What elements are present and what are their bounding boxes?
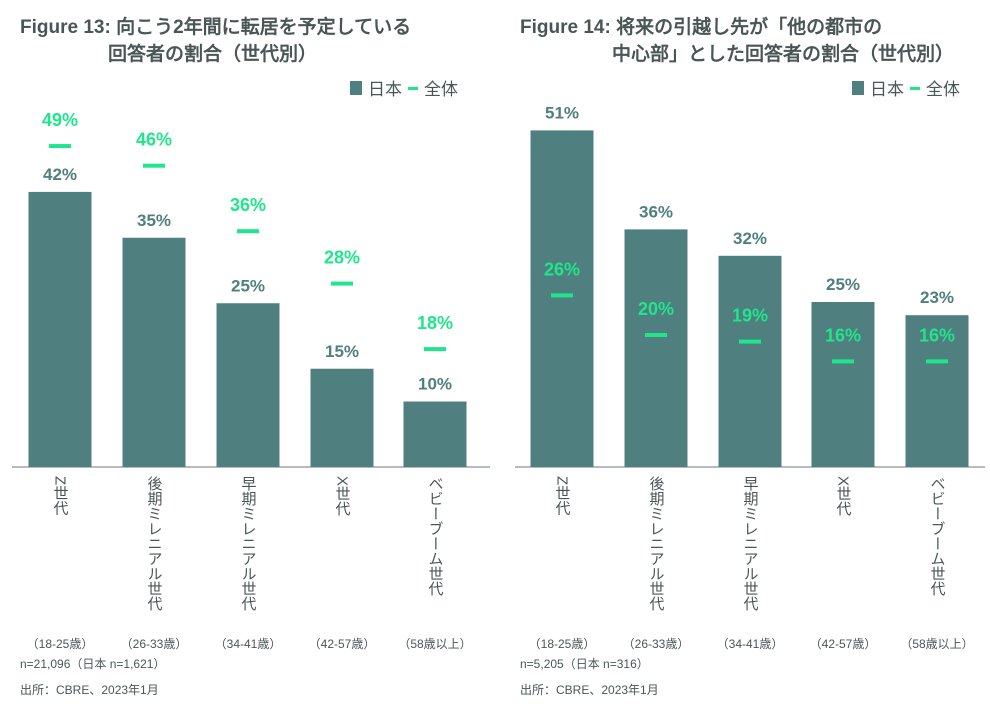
bar-japan (403, 401, 467, 467)
age-range-label: （42-57歳） (810, 637, 877, 651)
bar-japan (310, 368, 374, 467)
bar-label-japan: 15% (325, 342, 359, 361)
legend-label-japan: 日本 (368, 80, 402, 99)
bar-label-japan: 36% (639, 202, 673, 221)
legend-swatch-total (408, 87, 418, 90)
bar-label-japan: 25% (826, 275, 860, 294)
marker-total (739, 339, 761, 344)
bar-label-japan: 42% (43, 165, 77, 184)
age-range-label: （34-41歳） (215, 637, 282, 651)
legend-label-total: 全体 (424, 80, 458, 99)
age-range-label: （42-57歳） (309, 637, 376, 651)
sample-size-note: n=5,205（日本 n=316） (520, 657, 649, 671)
category-label: 後期ミレニアル世代 (648, 476, 665, 612)
legend-swatch-japan (350, 81, 362, 95)
sample-size-note: n=21,096（日本 n=1,621） (20, 657, 165, 671)
category-label: 早期ミレニアル世代 (742, 476, 759, 612)
bar-label-japan: 35% (137, 211, 171, 230)
marker-label-total: 20% (638, 299, 674, 319)
marker-total (832, 359, 854, 364)
age-range-label: （26-33歳） (121, 637, 188, 651)
marker-label-total: 49% (42, 110, 78, 130)
chart-title-line1: Figure 14: 将来の引越し先が「他の都市の (520, 15, 882, 38)
chart-title-line2: 回答者の割合（世代別） (108, 42, 317, 65)
age-range-label: （26-33歳） (623, 637, 690, 651)
age-range-label: （58歳以上） (900, 637, 973, 651)
marker-total (424, 347, 446, 352)
marker-total (331, 281, 353, 286)
age-range-label: （18-25歳） (27, 637, 94, 651)
marker-label-total: 18% (417, 313, 453, 333)
bar-japan (530, 130, 594, 467)
bar-label-japan: 32% (733, 229, 767, 248)
category-label: ベビーブーム世代 (427, 476, 444, 597)
marker-label-total: 16% (919, 325, 955, 345)
bar-japan (718, 255, 782, 467)
source-note: 出所：CBRE、2023年1月 (520, 683, 659, 697)
marker-label-total: 26% (544, 259, 580, 279)
legend-label-japan: 日本 (870, 80, 904, 99)
marker-total (926, 359, 948, 364)
bar-label-japan: 25% (231, 276, 265, 295)
category-label: X世代 (835, 476, 852, 517)
bar-japan (905, 315, 969, 467)
age-range-label: （18-25歳） (529, 637, 596, 651)
marker-label-total: 19% (732, 306, 768, 326)
marker-label-total: 16% (825, 325, 861, 345)
legend-swatch-total (910, 87, 920, 90)
legend-label-total: 全体 (926, 80, 960, 99)
category-label: 後期ミレニアル世代 (146, 476, 163, 612)
marker-total (645, 333, 667, 337)
legend-swatch-japan (852, 81, 864, 95)
category-label: X世代 (334, 476, 351, 517)
bar-japan (122, 237, 186, 467)
category-label: ベビーブーム世代 (929, 476, 946, 597)
category-label: 早期ミレニアル世代 (240, 476, 257, 612)
source-note: 出所：CBRE、2023年1月 (20, 683, 159, 697)
marker-total (237, 229, 259, 234)
bar-japan (28, 191, 92, 467)
bar-japan (811, 302, 875, 467)
bar-japan (216, 303, 280, 467)
bar-label-japan: 51% (545, 103, 579, 122)
marker-total (551, 293, 573, 298)
category-label: Z世代 (52, 476, 69, 516)
category-label: Z世代 (554, 476, 571, 516)
marker-total (143, 163, 165, 168)
marker-label-total: 46% (136, 130, 172, 150)
chart-title-line2: 中心部」とした回答者の割合（世代別） (612, 42, 954, 65)
age-range-label: （58歳以上） (398, 637, 471, 651)
marker-total (49, 144, 71, 149)
marker-label-total: 28% (324, 248, 360, 268)
marker-label-total: 36% (230, 195, 266, 215)
bar-japan (624, 229, 688, 467)
bar-label-japan: 10% (418, 375, 452, 394)
age-range-label: （34-41歳） (717, 637, 784, 651)
bar-label-japan: 23% (920, 288, 954, 307)
chart-title-line1: Figure 13: 向こう2年間に転居を予定している (20, 15, 411, 38)
